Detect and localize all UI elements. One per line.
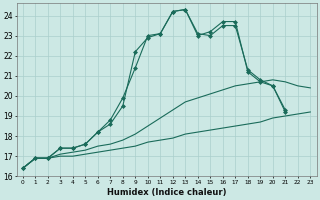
X-axis label: Humidex (Indice chaleur): Humidex (Indice chaleur) xyxy=(107,188,226,197)
